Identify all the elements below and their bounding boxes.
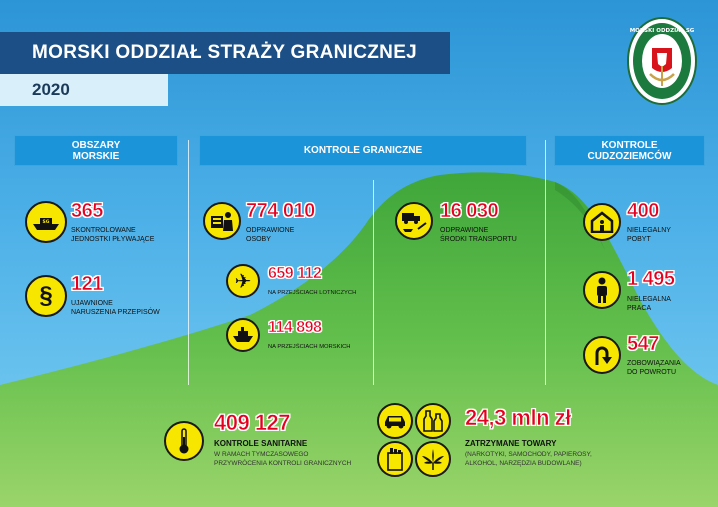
seized-goods-desc-2: ALKOHOL, NARZĘDZIA BUDOWLANE)	[465, 460, 582, 467]
illegal-work-label-1: NIELEGALNA	[627, 296, 671, 303]
ship-icon	[226, 318, 260, 352]
house-icon	[583, 203, 621, 241]
section-header-sea-label: OBSZARY MORSKIE	[71, 139, 121, 162]
thermometer-icon	[164, 421, 204, 461]
car-icon	[377, 403, 413, 439]
airplane-icon: ✈	[226, 264, 260, 298]
section-header-sea: OBSZARY MORSKIE	[14, 135, 178, 166]
worker-icon	[583, 271, 621, 309]
transport-cleared-value: 16 030	[440, 200, 499, 223]
persons-cleared-label-2: OSOBY	[246, 236, 271, 243]
sanitary-checks-value: 409 127	[214, 410, 291, 436]
airport-crossings-label: NA PRZEJŚCIACH LOTNICZYCH	[268, 290, 357, 296]
border-officer-icon	[203, 202, 241, 240]
airport-crossings-value: 659 112	[268, 265, 323, 283]
divider-1	[188, 140, 189, 385]
persons-cleared-value: 774 010	[246, 200, 316, 223]
return-obligations-label-2: DO POWROTU	[627, 369, 676, 376]
bottles-icon	[415, 403, 451, 439]
sanitary-checks-desc-1: W RAMACH TYMCZASOWEGO	[214, 451, 309, 458]
page-title: MORSKI ODDZIAŁ STRAŻY GRANICZNEJ	[0, 32, 450, 74]
seized-goods-value: 24,3 mln zł	[465, 405, 572, 431]
divider-3	[545, 140, 546, 385]
illegal-stay-label-2: POBYT	[627, 236, 651, 243]
section-header-border-label: KONTROLE GRANICZNE	[303, 145, 423, 156]
transport-cleared-label-1: ODPRAWIONE	[440, 227, 489, 234]
hill-shadow	[555, 182, 605, 250]
return-obligations-value: 547	[627, 333, 660, 356]
section-header-border: KONTROLE GRANICZNE	[199, 135, 527, 166]
divider-2	[373, 180, 374, 385]
inspected-vessels-value: 365	[71, 200, 104, 223]
illegal-work-value: 1 495	[627, 268, 676, 291]
sea-crossings-label: NA PRZEJŚCIACH MORSKICH	[268, 344, 351, 350]
illegal-stay-value: 400	[627, 200, 660, 223]
border-guard-emblem: MORSKI ODDZIAŁ SG	[627, 17, 697, 105]
transport-cleared-label-2: ŚRODKI TRANSPORTU	[440, 236, 517, 243]
inspected-vessels-label-1: SKONTROLOWANE	[71, 227, 136, 234]
violations-label-2: NARUSZENIA PRZEPISÓW	[71, 309, 160, 316]
patrol-boat-icon: SG	[25, 201, 67, 243]
sea-crossings-value: 114 898	[268, 319, 323, 337]
illegal-work-label-2: PRACA	[627, 305, 652, 312]
sanitary-checks-title: KONTROLE SANITARNE	[214, 439, 308, 448]
inspected-vessels-label-2: JEDNOSTKI PŁYWAJĄCE	[71, 236, 155, 243]
return-obligations-label-1: ZOBOWIĄZANIA	[627, 360, 681, 367]
persons-cleared-label-1: ODPRAWIONE	[246, 227, 295, 234]
u-turn-icon	[583, 336, 621, 374]
cannabis-leaf-icon	[415, 441, 451, 477]
seized-goods-desc-1: (NARKOTYKI, SAMOCHODY, PAPIEROSY,	[465, 451, 592, 458]
violations-label-1: UJAWNIONE	[71, 300, 113, 307]
paragraph-icon: §	[25, 275, 67, 317]
cigarettes-icon	[377, 441, 413, 477]
sanitary-checks-desc-2: PRZYWRÓCENIA KONTROLI GRANICZNYCH	[214, 460, 352, 467]
svg-text:SG: SG	[43, 219, 50, 225]
illegal-stay-label-1: NIELEGALNY	[627, 227, 671, 234]
svg-text:MORSKI ODDZIAŁ SG: MORSKI ODDZIAŁ SG	[630, 28, 695, 34]
seized-goods-title: ZATRZYMANE TOWARY	[465, 439, 557, 448]
year-label: 2020	[0, 74, 168, 106]
transport-icon	[395, 202, 433, 240]
section-header-foreigners: KONTROLE CUDZOZIEMCÓW	[554, 135, 705, 166]
violations-value: 121	[71, 273, 104, 296]
section-header-foreigners-label: KONTROLE CUDZOZIEMCÓW	[587, 139, 672, 162]
